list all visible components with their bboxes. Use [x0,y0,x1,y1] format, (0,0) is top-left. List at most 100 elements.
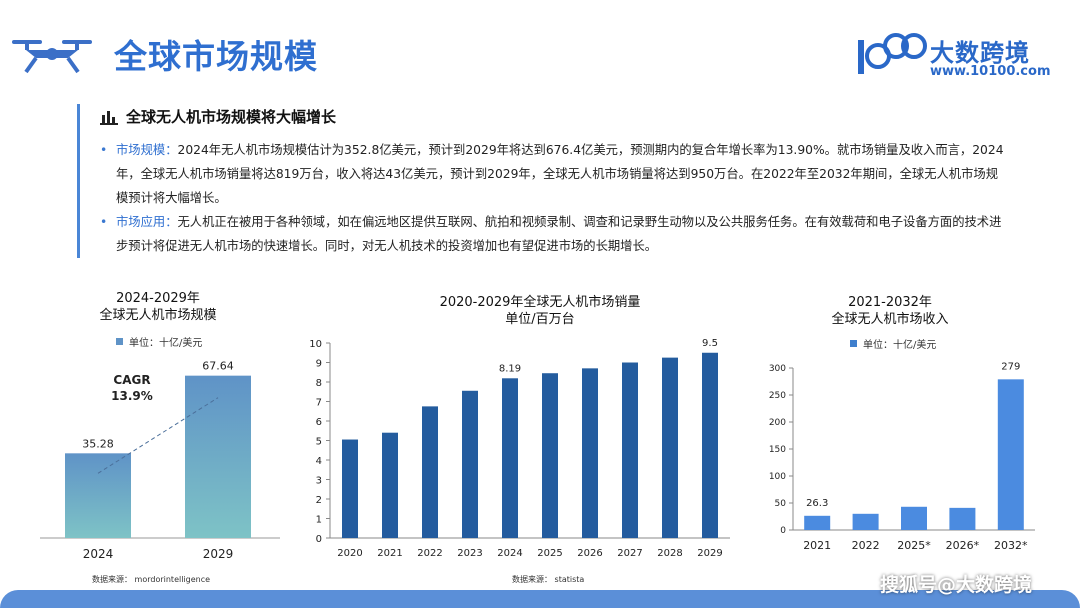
chart3-bar [997,379,1024,530]
chart2-x-tick-label: 2027 [617,548,642,559]
chart2-x-tick-label: 2028 [657,548,682,559]
chart2-y-tick-label: 6 [316,417,322,428]
footer-band [0,590,1080,608]
bullet-market-application: • 市场应用：无人机正在被用于各种领域，如在偏远地区提供互联网、航拍和视频录制、… [98,210,1008,258]
chart2-x-tick-label: 2025 [537,548,562,559]
section-accent-bar [77,104,80,258]
chart2-y-tick-label: 10 [309,339,322,350]
chart3-data-label: 26.3 [806,498,828,509]
bullet-keyword: 市场应用： [116,215,178,229]
bullet-dot: • [100,143,108,157]
chart3-bar [949,507,976,530]
chart2-bar [582,368,598,538]
chart1-bar [185,375,251,538]
chart3-bar [901,506,927,530]
chart2-plot: 0 1 2 3 4 5 6 7 8 9 10 2020 2021 2022 2023 2024 8.19 2025… [309,338,730,559]
chart1-source: 数据来源： mordorintelligence [92,575,211,584]
chart3-title: 2021-2032年 全球无人机市场收入 [800,294,980,328]
chart2-bar [622,362,638,538]
chart2-y-tick-label: 7 [316,398,322,409]
chart1-plot: 35.28 2024 67.64 2029 CAGR 13.9% [40,360,280,561]
chart2-title-line1: 2020-2029年全球无人机市场销量 [439,295,641,310]
chart2-bar [662,357,678,538]
chart1-bar [65,453,131,538]
chart2-bar [422,406,438,538]
brand-logo-icon [858,33,927,74]
chart1-cagr-line [97,397,219,474]
section-heading-text: 全球无人机市场规模将大幅增长 [126,108,337,126]
chart2-x-tick-label: 2029 [697,548,722,559]
chart2-source: 数据来源： statista [512,575,585,584]
chart2-y-tick-label: 3 [316,476,322,487]
chart2-y-tick-label: 0 [316,534,322,545]
bullet-list: • 市场规模：2024年无人机市场规模估计为352.8亿美元，预计到2029年将… [98,138,1008,258]
chart2-x-tick-label: 2023 [457,548,482,559]
bullet-text: 无人机正在被用于各种领域，如在偏远地区提供互联网、航拍和视频录制、调查和记录野生… [116,215,1002,253]
chart2-title-line2: 单位/百万台 [505,312,575,327]
chart1-title-line2: 全球无人机市场规模 [99,308,217,323]
chart2-y-tick-label: 2 [316,495,322,506]
chart2-data-label: 8.19 [499,363,521,374]
chart3-x-tick-label: 2032* [994,539,1028,552]
chart3-legend: 单位：十亿/美元 [850,336,936,351]
chart1-value-label: 67.64 [202,360,234,373]
chart3-bar [852,513,879,530]
chart3-data-label: 279 [1001,361,1020,372]
chart2-bar [462,390,478,538]
chart2-data-label: 9.5 [702,338,718,349]
chart3-x-tick-label: 2026* [946,539,980,552]
chart2-y-tick-label: 8 [316,378,322,389]
drone-icon [12,40,92,74]
bullet-market-size: • 市场规模：2024年无人机市场规模估计为352.8亿美元，预计到2029年将… [98,138,1008,210]
chart1-cagr-label: CAGR [113,373,150,387]
chart3-x-tick-label: 2025* [897,539,931,552]
chart2-y-tick-label: 5 [316,437,322,448]
chart3-y-tick-label: 50 [775,499,787,509]
chart1-legend: 单位：十亿/美元 [116,334,202,349]
chart2-bar [542,373,558,538]
chart3-y-tick-label: 0 [780,526,786,536]
chart2-bar [702,352,718,538]
section-heading: 全球无人机市场规模将大幅增长 [100,106,336,127]
chart3-x-tick-label: 2022 [852,539,880,552]
bullet-dot: • [100,215,108,229]
chart3-y-tick-label: 100 [769,472,786,482]
chart3-title-line2: 全球无人机市场收入 [831,312,949,327]
chart2-bar [502,378,518,538]
chart2-x-tick-label: 2026 [577,548,602,559]
chart3-y-tick-label: 250 [769,391,786,401]
chart3-y-tick-label: 150 [769,445,786,455]
chart1-title-line1: 2024-2029年 [116,291,200,306]
page-title: 全球市场规模 [114,37,318,76]
legend-swatch [850,340,857,347]
chart3-y-tick-label: 200 [769,418,786,428]
watermark: 搜狐号@大数跨境 [880,574,1033,596]
chart2-bar [382,432,398,538]
chart1-title: 2024-2029年 全球无人机市场规模 [58,290,258,324]
chart3-title-line1: 2021-2032年 [848,295,932,310]
brand-name: 大数跨境 [930,39,1030,67]
chart2-y-tick-label: 1 [316,515,322,526]
chart2-bar [342,439,358,538]
legend-swatch [116,338,123,345]
chart2-y-tick-label: 9 [316,359,322,370]
chart3-bar [804,515,831,530]
chart2-x-tick-label: 2022 [417,548,442,559]
chart1-cagr-value: 13.9% [111,389,153,403]
chart2-x-tick-label: 2021 [377,548,402,559]
chart3-x-tick-label: 2021 [803,539,831,552]
chart1-value-label: 35.28 [82,437,114,450]
bullet-text: 2024年无人机市场规模估计为352.8亿美元，预计到2029年将达到676.4… [116,143,1004,205]
chart2-title: 2020-2029年全球无人机市场销量 单位/百万台 [400,294,680,328]
chart3-plot: 0 50 100 150 200 250 300 2021 26.3 2022 2025* 2026*… [769,361,1035,552]
bar-chart-icon [100,110,118,125]
chart2-x-tick-label: 2024 [497,548,522,559]
chart1-tick-label: 2024 [83,547,114,561]
chart3-legend-label: 单位：十亿/美元 [863,340,937,351]
chart2-x-tick-label: 2020 [337,548,362,559]
chart2-y-tick-label: 4 [316,456,322,467]
chart1-legend-label: 单位：十亿/美元 [129,338,203,349]
chart1-tick-label: 2029 [203,547,234,561]
chart3-y-tick-label: 300 [769,364,786,374]
brand-url: www.10100.com [930,64,1051,79]
